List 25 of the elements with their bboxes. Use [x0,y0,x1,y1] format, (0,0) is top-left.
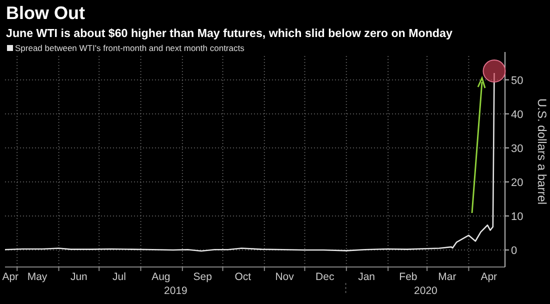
x-tick-label: Apr [2,271,20,283]
text: 2020 [414,285,438,297]
x-tick-label: Jun [70,271,88,283]
x-tick-label: Aug [152,271,170,283]
text: 2019 [164,285,188,297]
y-tick-label: 50 [511,74,524,87]
x-tick-label: Sep [193,271,212,283]
y-tick-label: 10 [511,210,524,223]
x-tick-label: Apr [480,271,498,283]
x-tick-label: Mar [438,271,457,283]
x-tick-label: May [27,271,48,283]
chart-title: Blow Out [6,3,85,23]
x-tick-label: Nov [275,271,295,283]
x-tick-label: Jul [112,271,126,283]
x-tick-label: Oct [234,271,252,283]
y-tick-label: 30 [511,142,524,155]
x-tick-label: Dec [316,271,334,283]
x-tick-label: Jan [358,271,376,283]
legend-label: Spread between WTI's front-month and next month contracts [15,43,244,53]
y-tick-label: 40 [511,108,524,121]
x-tick-label: Feb [399,271,418,283]
y-axis-title: U.S. dollars a barrel [535,98,549,205]
y-tick-label: 0 [511,244,518,257]
chart-subtitle: June WTI is about $60 higher than May futures, which slid below zero on Monday [6,27,453,40]
y-tick-label: 20 [511,176,524,189]
